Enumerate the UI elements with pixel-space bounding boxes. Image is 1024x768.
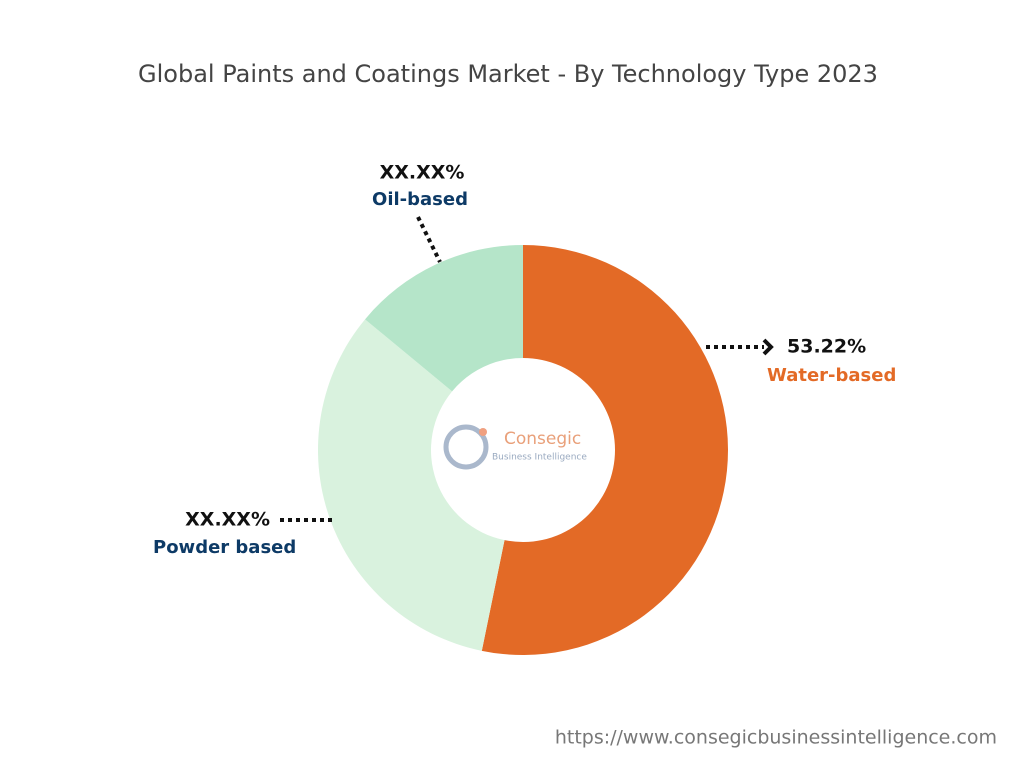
- logo: Consegic Business Intelligence: [443, 424, 587, 470]
- category-label: Powder based: [153, 537, 296, 558]
- value-label: 53.22%: [787, 336, 866, 358]
- category-label: Oil-based: [372, 189, 468, 210]
- donut-slice: [481, 245, 728, 655]
- callout-arrow: [762, 338, 774, 356]
- category-label: Water-based: [767, 365, 896, 386]
- logo-tagline: Business Intelligence: [492, 453, 587, 463]
- value-label: XX.XX%: [380, 162, 465, 184]
- donut-slice: [318, 319, 505, 651]
- source-url: https://www.consegicbusinessintelligence…: [555, 727, 997, 749]
- logo-icon: [443, 424, 489, 470]
- logo-dot: [479, 428, 487, 436]
- chart-title: Global Paints and Coatings Market - By T…: [138, 60, 878, 88]
- donut-slice: [365, 245, 523, 392]
- logo-name: Consegic: [504, 429, 581, 449]
- callout-line: [416, 216, 442, 263]
- value-label: XX.XX%: [185, 509, 270, 531]
